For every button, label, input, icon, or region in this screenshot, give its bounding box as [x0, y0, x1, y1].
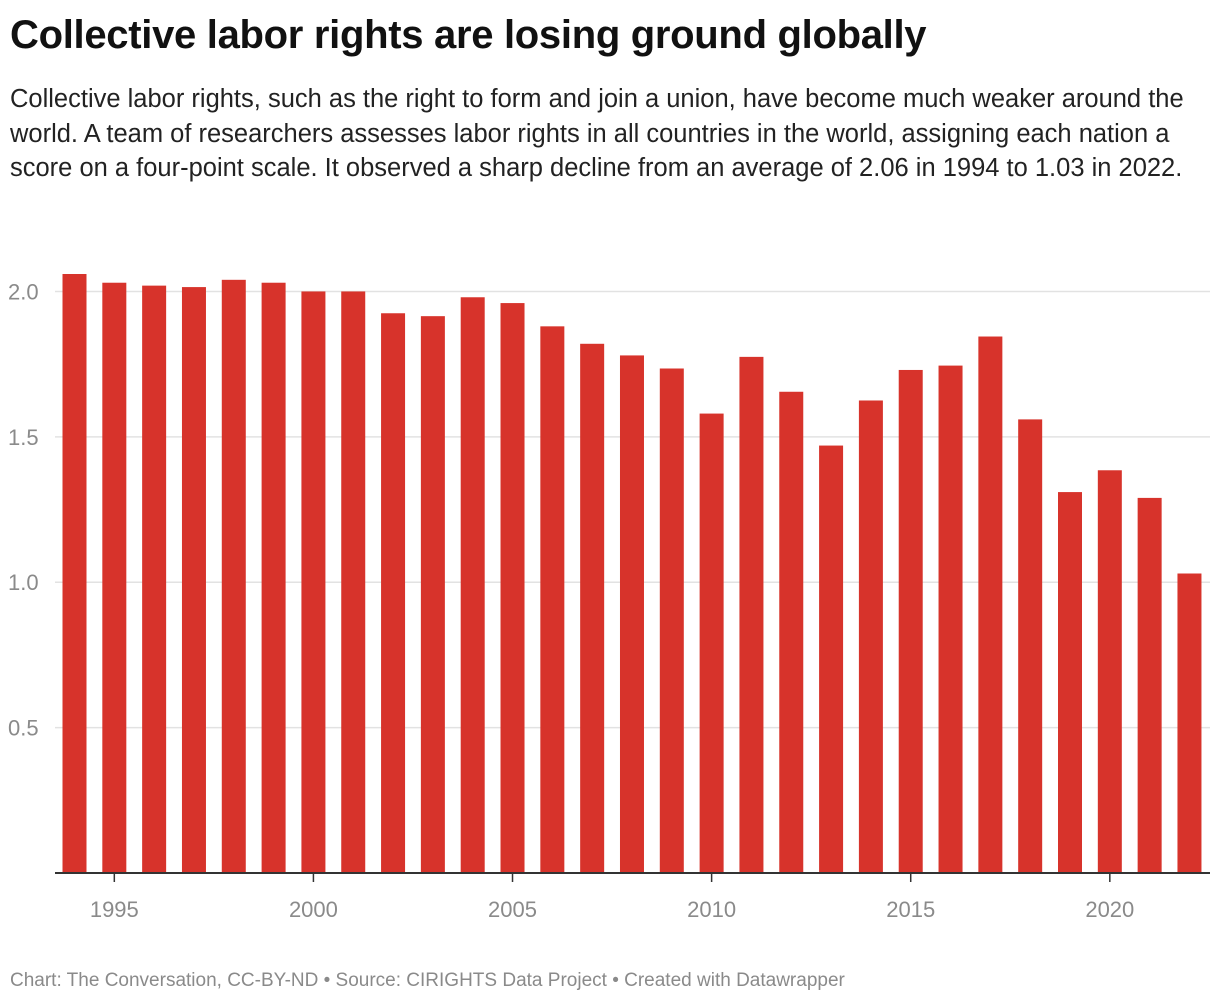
x-tick-label: 1995: [90, 897, 139, 922]
bar-2004: [460, 297, 485, 873]
x-tick-label: 2020: [1085, 897, 1134, 922]
bar-2008: [619, 355, 644, 873]
bar-1998: [221, 279, 246, 873]
x-tick-label: 2000: [289, 897, 338, 922]
chart-title: Collective labor rights are losing groun…: [10, 13, 927, 57]
y-tick-label: 1.5: [8, 425, 39, 450]
bar-1999: [261, 282, 286, 874]
bar-2017: [978, 336, 1003, 874]
chart-footer-credit: Chart: The Conversation, CC-BY-ND • Sour…: [10, 970, 845, 991]
bar-2005: [500, 303, 525, 874]
bar-2009: [659, 368, 684, 873]
bar-2018: [1018, 419, 1043, 873]
bar-2011: [739, 356, 764, 874]
bar-1996: [142, 285, 167, 873]
bar-2006: [540, 326, 565, 873]
y-tick-label: 2.0: [8, 279, 39, 304]
x-tick-label: 2015: [886, 897, 935, 922]
bar-2012: [779, 391, 804, 873]
bar-2013: [819, 445, 844, 873]
y-tick-label: 0.5: [8, 716, 39, 741]
bar-2010: [699, 413, 724, 873]
bar-2007: [580, 343, 605, 874]
bars: [62, 274, 1202, 874]
bar-2015: [898, 369, 923, 873]
bar-1995: [102, 282, 127, 874]
bar-2021: [1137, 497, 1162, 873]
bar-1994: [62, 274, 87, 873]
bar-2003: [420, 316, 445, 874]
bar-2002: [381, 313, 406, 873]
x-tick-label: 2005: [488, 897, 537, 922]
bar-1997: [181, 287, 206, 873]
x-axis: 1995 2000 2005 2010 2015 2020: [55, 872, 1210, 922]
y-axis-labels: 0.5 1.0 1.5 2.0: [8, 279, 39, 740]
bar-2000: [301, 291, 326, 873]
bar-2022: [1177, 573, 1202, 873]
y-tick-label: 1.0: [8, 570, 39, 595]
chart-subtitle: Collective labor rights, such as the rig…: [10, 85, 1184, 182]
bar-2001: [341, 291, 366, 873]
bar-chart: 1995 2000 2005 2010 2015 2020 0.5 1.0 1.5 2.0: [8, 274, 1210, 922]
bar-2016: [938, 365, 963, 873]
x-tick-label: 2010: [687, 897, 736, 922]
bar-2019: [1058, 492, 1082, 873]
bar-2014: [858, 400, 883, 873]
bar-2020: [1097, 470, 1122, 873]
